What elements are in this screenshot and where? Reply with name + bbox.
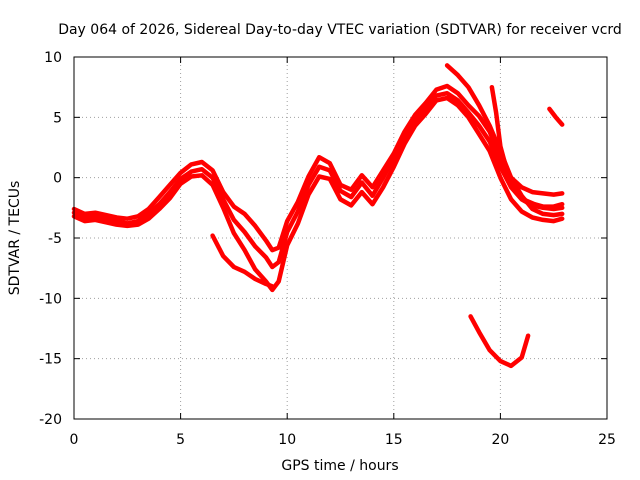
x-tick-label: 25 xyxy=(598,432,616,448)
x-axis-label: GPS time / hours xyxy=(281,458,398,474)
y-tick-label: -15 xyxy=(39,352,62,368)
series-line-trace-c xyxy=(71,95,565,293)
series-line-trace-h xyxy=(547,106,565,127)
axis-ticks xyxy=(73,56,608,420)
y-tick-label: 5 xyxy=(53,110,62,126)
y-tick-labels: -20 -15 -10 -5 0 5 10 xyxy=(39,50,62,428)
x-tick-label: 15 xyxy=(385,432,403,448)
data-series xyxy=(71,63,565,369)
chart-title: Day 064 of 2026, Sidereal Day-to-day VTE… xyxy=(58,22,622,38)
y-tick-label: -5 xyxy=(48,231,62,247)
y-tick-label: 10 xyxy=(44,50,62,66)
series-line-trace-f xyxy=(489,84,565,209)
x-tick-label: 5 xyxy=(176,432,185,448)
x-tick-label: 10 xyxy=(278,432,296,448)
grid-lines xyxy=(74,57,607,419)
series-line-trace-g xyxy=(468,314,531,369)
plot-frame xyxy=(73,56,608,420)
series-line-trace-b xyxy=(71,90,565,270)
y-tick-label: 0 xyxy=(53,171,62,187)
y-tick-label: -10 xyxy=(39,291,62,307)
y-tick-label: -20 xyxy=(39,412,62,428)
series-line-trace-d xyxy=(210,233,275,289)
y-axis-label: SDTVAR / TECUs xyxy=(7,181,23,296)
x-tick-label: 0 xyxy=(70,432,79,448)
series-line-trace-a xyxy=(71,83,565,253)
x-tick-labels: 0 5 10 15 20 25 xyxy=(70,432,616,448)
x-tick-label: 20 xyxy=(491,432,509,448)
